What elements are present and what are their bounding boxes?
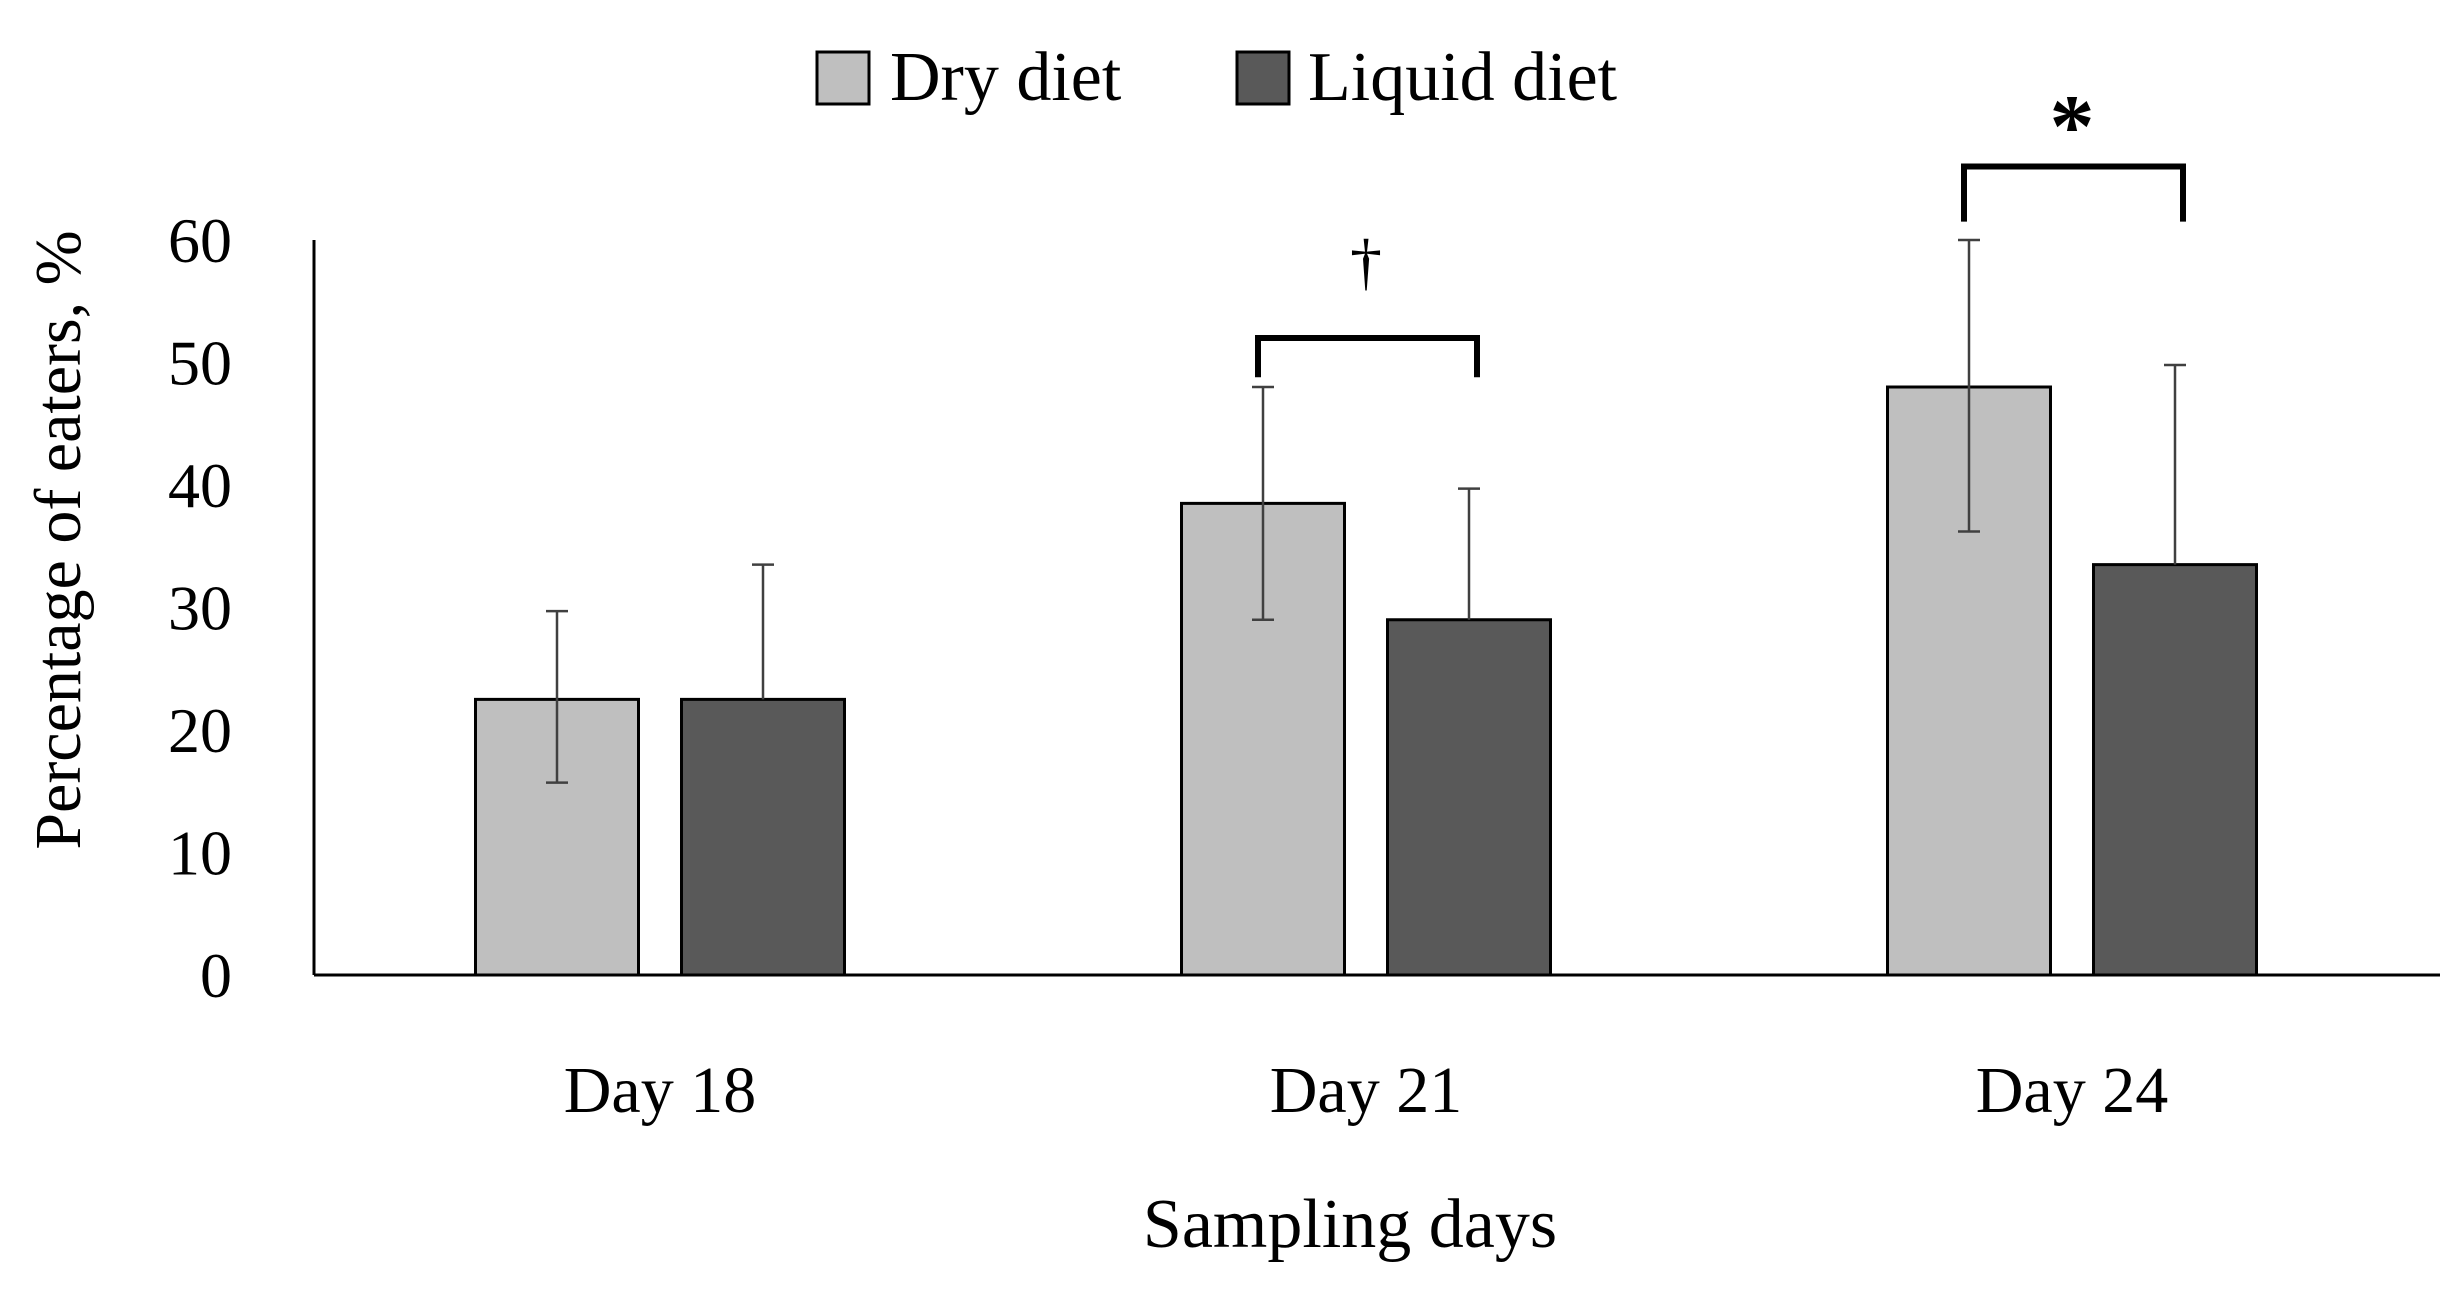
y-tick-label-0: 0 [200,940,232,1011]
y-tick-label-40: 40 [168,450,232,521]
legend-label-dry-diet: Dry diet [890,39,1122,116]
y-tick-label-60: 60 [168,205,232,276]
x-axis-title: Sampling days [1143,1186,1557,1263]
x-tick-label-day-18: Day 18 [564,1054,756,1127]
y-tick-label-50: 50 [168,328,232,399]
y-tick-label-10: 10 [168,818,232,889]
legend-swatch-dry-diet [815,50,871,106]
bar-liquid-diet-day-24 [2092,563,2258,977]
legend-swatch-liquid-diet [1235,50,1291,106]
x-tick-label-day-24: Day 24 [1976,1054,2168,1127]
significance-bracket-day-24 [1961,163,2186,222]
y-tick-label-20: 20 [168,695,232,766]
y-tick-label-30: 30 [168,573,232,644]
legend-label-liquid-diet: Liquid diet [1308,39,1618,116]
bar-liquid-diet-day-21 [1386,618,1552,977]
significance-symbol-day-24: * [2050,78,2095,177]
bar-liquid-diet-day-18 [680,697,846,977]
y-axis-title: Percentage of eaters, % [22,230,95,849]
x-tick-label-day-21: Day 21 [1270,1054,1462,1127]
significance-symbol-day-21: † [1350,226,1382,297]
significance-bracket-day-21 [1255,335,1480,378]
